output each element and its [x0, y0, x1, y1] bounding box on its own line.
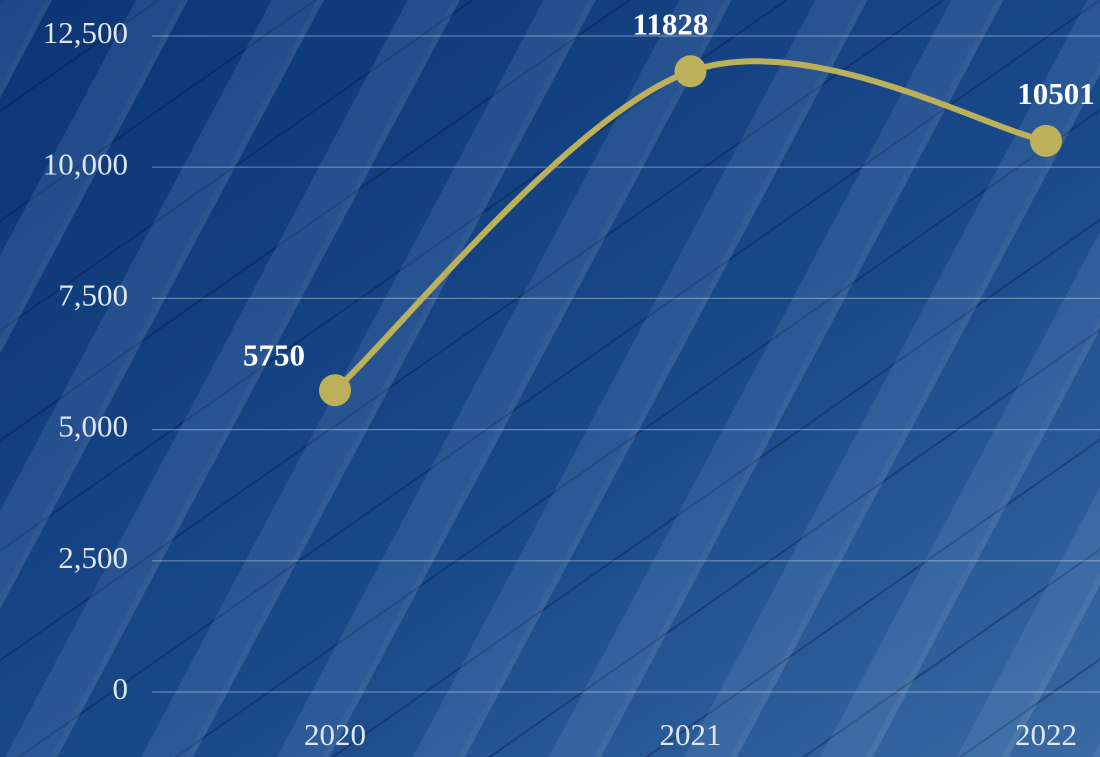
data-label: 11828: [633, 6, 709, 41]
y-tick-label: 0: [113, 671, 129, 706]
y-tick-label: 7,500: [58, 278, 128, 313]
point: [674, 55, 707, 88]
y-tick-label: 2,500: [58, 540, 128, 575]
data-label: 5750: [243, 337, 305, 372]
point: [1030, 124, 1062, 157]
x-tick-label: 2020: [304, 717, 366, 752]
y-tick-label: 5,000: [58, 409, 128, 444]
x-tick-label: 2022: [1015, 717, 1077, 752]
x-tick-label: 2021: [660, 717, 722, 752]
plot: 5750 11828 10501: [243, 6, 1095, 407]
y-tick-label: 12,500: [43, 15, 128, 50]
grid: [152, 35, 1100, 693]
point: [319, 374, 351, 407]
y-tick-label: 10,000: [43, 146, 128, 181]
data-label: 10501: [1017, 76, 1095, 111]
